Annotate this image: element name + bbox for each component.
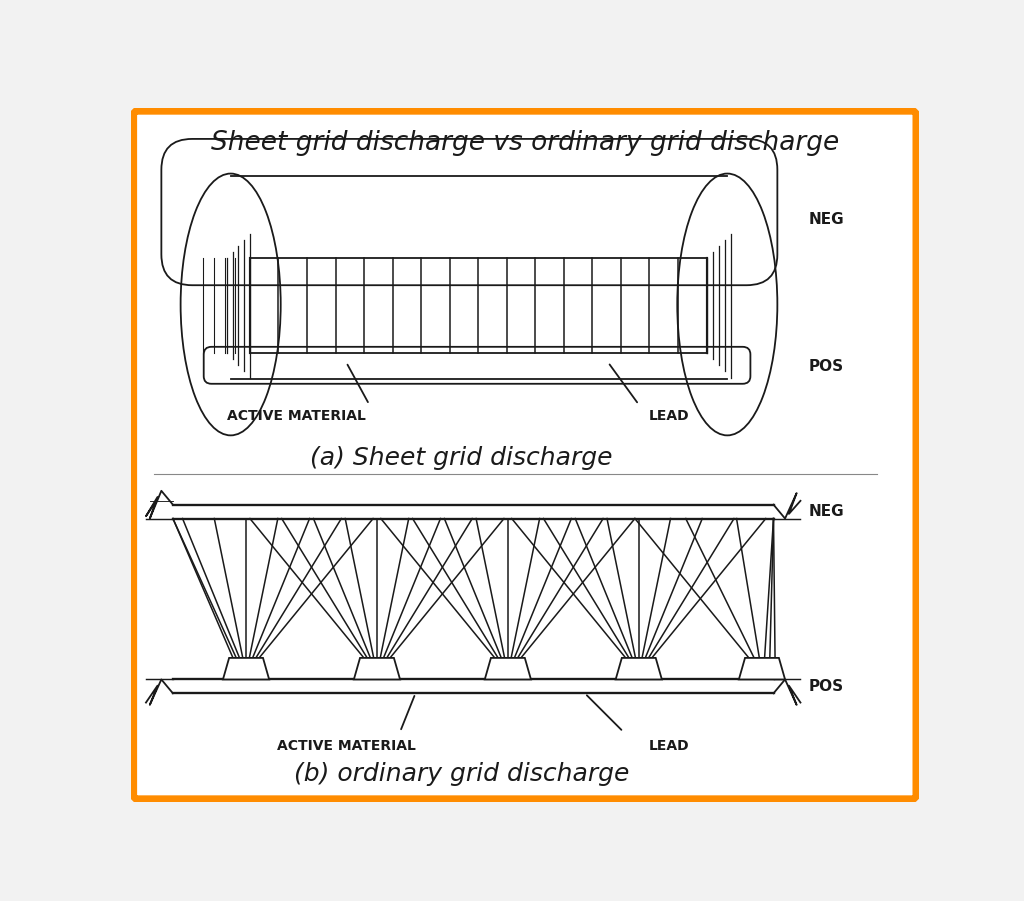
Text: LEAD: LEAD [649,739,690,752]
Text: (b) ordinary grid discharge: (b) ordinary grid discharge [294,762,630,787]
Polygon shape [223,658,269,679]
Text: NEG: NEG [808,504,844,519]
Text: POS: POS [808,678,844,694]
Text: Sheet grid discharge vs ordinary grid discharge: Sheet grid discharge vs ordinary grid di… [211,130,839,156]
Text: LEAD: LEAD [649,409,690,423]
FancyBboxPatch shape [162,139,777,286]
FancyBboxPatch shape [204,347,751,384]
Polygon shape [615,658,662,679]
Text: ACTIVE MATERIAL: ACTIVE MATERIAL [226,409,366,423]
Text: ACTIVE MATERIAL: ACTIVE MATERIAL [276,739,416,752]
Text: (a) Sheet grid discharge: (a) Sheet grid discharge [310,447,613,470]
Polygon shape [354,658,400,679]
Polygon shape [484,658,531,679]
FancyBboxPatch shape [134,111,915,799]
Text: POS: POS [808,359,844,374]
Polygon shape [739,658,785,679]
Text: NEG: NEG [808,213,844,227]
